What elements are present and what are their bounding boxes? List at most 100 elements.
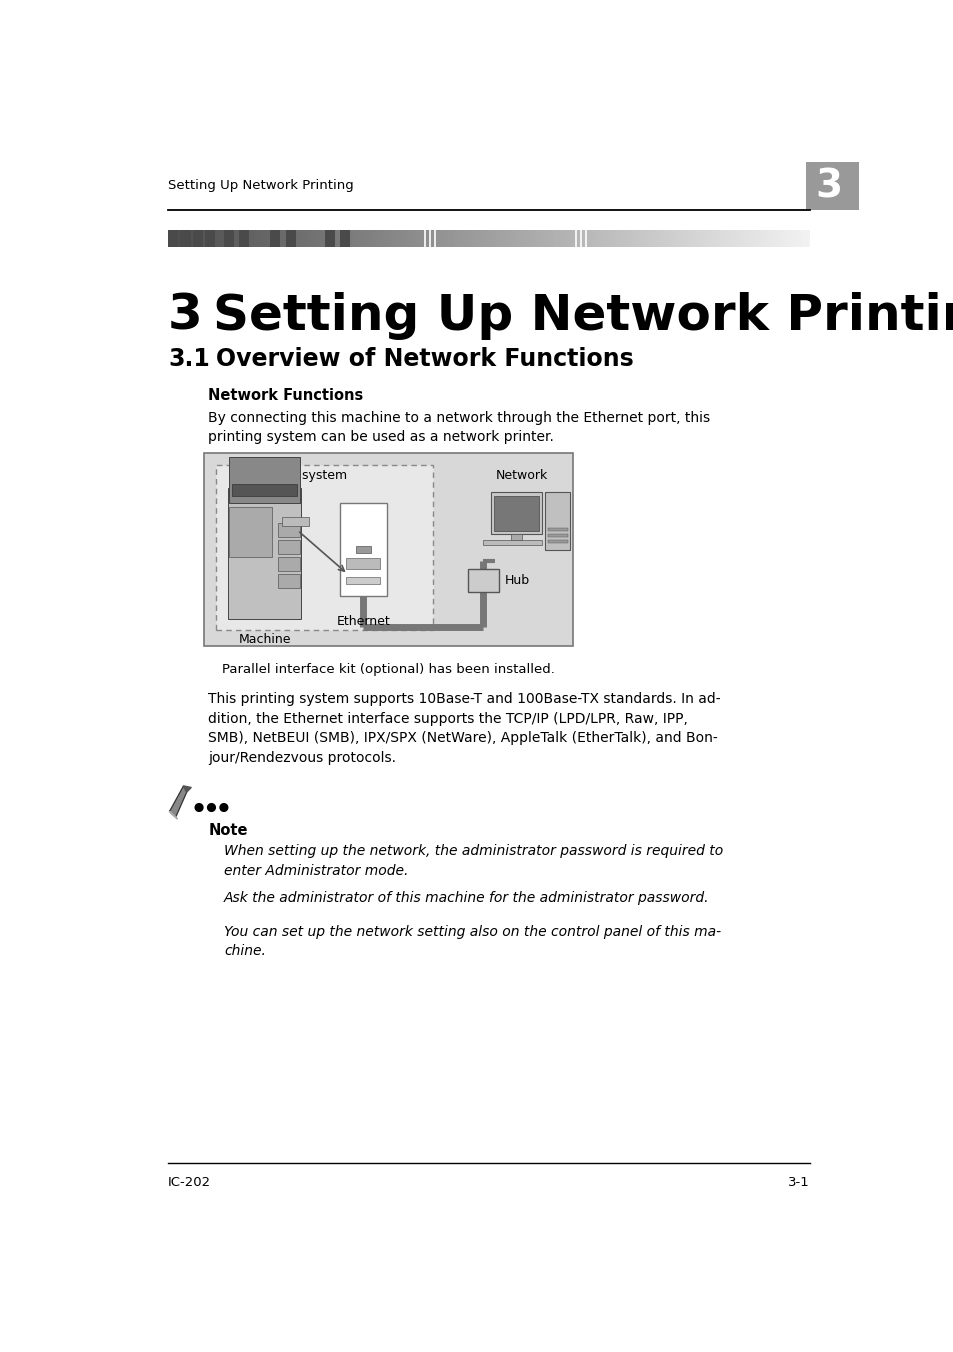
Bar (375, 230, 377, 247)
Bar (264, 230, 266, 247)
Bar (801, 230, 802, 247)
Bar (618, 230, 621, 247)
Bar (271, 230, 273, 247)
Bar (512, 230, 514, 247)
Bar (247, 230, 249, 247)
Bar (601, 230, 604, 247)
Bar (491, 492, 541, 534)
Bar (465, 230, 467, 247)
Bar (567, 230, 570, 247)
Bar (205, 230, 215, 247)
Bar (341, 230, 343, 247)
Bar (476, 230, 477, 247)
Bar (593, 230, 596, 247)
Bar (346, 576, 380, 584)
Bar (255, 230, 257, 247)
Bar (704, 230, 706, 247)
Bar (283, 230, 285, 247)
Bar (636, 230, 638, 247)
Bar (448, 230, 450, 247)
Bar (584, 230, 587, 247)
Bar (277, 230, 279, 247)
Bar (670, 230, 672, 247)
Bar (493, 230, 495, 247)
Bar (517, 230, 518, 247)
Bar (168, 230, 170, 247)
Bar (467, 230, 469, 247)
Bar (294, 230, 296, 247)
Bar (273, 230, 274, 247)
Bar (381, 230, 384, 247)
Bar (286, 230, 295, 247)
Bar (529, 230, 531, 247)
Bar (483, 541, 541, 545)
Bar (683, 230, 685, 247)
Bar (181, 230, 183, 247)
Bar (193, 230, 203, 247)
Bar (745, 230, 747, 247)
Bar (262, 230, 264, 247)
Bar (659, 230, 661, 247)
Bar (209, 230, 211, 247)
Bar (717, 230, 720, 247)
Bar (426, 230, 429, 247)
Bar (455, 230, 456, 247)
Bar (405, 230, 407, 247)
Bar (185, 230, 187, 247)
Bar (794, 230, 796, 247)
Circle shape (208, 803, 215, 811)
Bar (315, 230, 317, 247)
Bar (354, 230, 355, 247)
Bar (734, 230, 737, 247)
Text: When setting up the network, the administrator password is required to
enter Adm: When setting up the network, the adminis… (224, 845, 722, 877)
Bar (229, 457, 299, 503)
Bar (702, 230, 704, 247)
Bar (456, 230, 458, 247)
Bar (288, 230, 290, 247)
Bar (355, 546, 371, 553)
Bar (352, 230, 354, 247)
Bar (373, 230, 375, 247)
Bar (472, 230, 474, 247)
Bar (420, 230, 422, 247)
Bar (480, 230, 482, 247)
Bar (629, 230, 632, 247)
Bar (525, 230, 527, 247)
Bar (792, 230, 794, 247)
Bar (302, 230, 305, 247)
Bar (278, 523, 299, 537)
Bar (760, 230, 761, 247)
Bar (234, 230, 236, 247)
Bar (578, 230, 580, 247)
Bar (627, 230, 629, 247)
Bar (534, 230, 536, 247)
Bar (591, 230, 593, 247)
Bar (754, 230, 756, 247)
Bar (747, 230, 749, 247)
Bar (646, 230, 649, 247)
Bar (168, 230, 178, 247)
Bar (677, 230, 679, 247)
Bar (257, 230, 260, 247)
Bar (692, 230, 694, 247)
Bar (563, 230, 565, 247)
Bar (211, 230, 213, 247)
Bar (730, 230, 732, 247)
Bar (355, 230, 358, 247)
Text: Ask the administrator of this machine for the administrator password.: Ask the administrator of this machine fo… (224, 891, 709, 904)
Bar (542, 230, 544, 247)
Bar (545, 492, 570, 549)
Bar (307, 230, 309, 247)
Bar (452, 230, 455, 247)
Bar (384, 230, 386, 247)
Bar (202, 230, 204, 247)
Bar (298, 230, 300, 247)
Bar (796, 230, 799, 247)
Bar (510, 230, 512, 247)
Bar (433, 230, 435, 247)
Bar (398, 230, 401, 247)
Bar (187, 230, 190, 247)
Bar (333, 230, 335, 247)
Bar (414, 230, 416, 247)
Bar (403, 230, 405, 247)
